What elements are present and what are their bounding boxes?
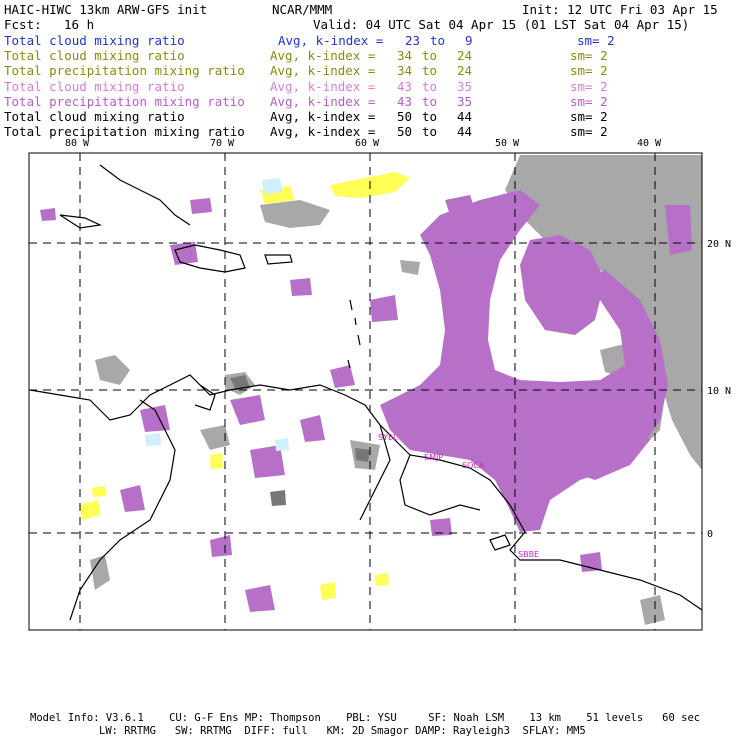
lon-label-70w: 70 W [210, 138, 235, 149]
field-k-to-word: to [422, 93, 438, 109]
forecast-label: Fcst: [4, 17, 42, 32]
field-name: Total cloud mixing ratio [4, 33, 185, 48]
field-smoothing: sm= 2 [570, 78, 608, 94]
field-k-from: 50 [397, 109, 413, 124]
field-k-to: 44 [457, 109, 473, 124]
field-k-to: 9 [465, 33, 473, 48]
station-sbbe: SBBE [518, 550, 539, 559]
field-smoothing: sm= 2 [570, 109, 608, 124]
field-smoothing: sm= 2 [570, 63, 608, 79]
field-k-to-word: to [422, 109, 438, 124]
field-k-to: 44 [457, 124, 473, 140]
map-frame [28, 152, 703, 631]
station-syel: SYEL [378, 433, 398, 442]
lat-label-10n: 10 N [707, 386, 731, 397]
field-name: Total precipitation mixing ratio [4, 93, 245, 109]
lon-label-80w: 80 W [65, 138, 90, 149]
forecast-hours: 16 h [64, 17, 95, 32]
model-info-line2: LW: RRTMG SW: RRTMG DIFF: full KM: 2D Sm… [99, 725, 586, 737]
field-avg-label: Avg, k-index = [270, 124, 376, 140]
valid-time: Valid: 04 UTC Sat 04 Apr 15 (01 LST Sat … [313, 17, 690, 32]
field-k-to-word: to [422, 124, 438, 140]
field-name: Total precipitation mixing ratio [4, 124, 245, 140]
field-name: Total cloud mixing ratio [4, 48, 185, 64]
field-k-from: 50 [397, 124, 413, 140]
center-label: NCAR/MMM [272, 2, 333, 17]
cyan-cloud-field [145, 178, 289, 451]
field-k-to: 35 [457, 78, 473, 94]
grid [29, 153, 702, 630]
station-soca: SOCA [462, 461, 485, 470]
field-k-from: 34 [397, 48, 413, 64]
field-smoothing: sm= 2 [570, 124, 608, 140]
model-info-line1: Model Info: V3.6.1 CU: G-F Ens MP: Thomp… [30, 712, 701, 724]
purple-precip-field [40, 190, 692, 612]
field-k-from: 43 [397, 93, 413, 109]
field-smoothing: sm= 2 [570, 48, 608, 64]
field-smoothing: sm= 2 [570, 93, 608, 109]
field-k-to: 24 [457, 63, 473, 79]
field-name: Total cloud mixing ratio [4, 109, 185, 124]
field-k-to-word: to [430, 33, 446, 48]
field-k-to-word: to [422, 63, 438, 79]
field-avg-label: Avg, k-index = [270, 93, 376, 109]
field-name: Total precipitation mixing ratio [4, 63, 245, 79]
coastline [29, 164, 702, 621]
field-name: Total cloud mixing ratio [4, 78, 185, 94]
lat-label-0: 0 [707, 529, 713, 540]
lon-label-50w: 50 W [495, 138, 520, 149]
field-k-to-word: to [422, 78, 438, 94]
field-avg-label: Avg, k-index = [270, 78, 376, 94]
model-title: HAIC-HIWC 13km ARW-GFS init [4, 2, 208, 17]
station-smjp: SMJP [424, 453, 443, 462]
field-avg-label: Avg, k-index = [270, 48, 376, 64]
lat-label-20n: 20 N [707, 239, 731, 250]
dark-gray-cloud-field [230, 375, 370, 506]
field-k-to: 24 [457, 48, 473, 64]
field-k-to: 35 [457, 93, 473, 109]
field-k-from: 43 [397, 78, 413, 94]
field-smoothing: sm= 2 [577, 33, 615, 48]
field-avg-label: Avg, k-index = [270, 63, 376, 79]
field-k-to-word: to [422, 48, 438, 64]
field-avg-label: Avg, k-index = [278, 33, 384, 48]
field-k-from: 23 [405, 33, 421, 48]
field-k-from: 34 [397, 63, 413, 79]
lon-label-60w: 60 W [355, 138, 380, 149]
lon-label-40w: 40 W [637, 138, 662, 149]
field-avg-label: Avg, k-index = [270, 109, 376, 124]
init-time: Init: 12 UTC Fri 03 Apr 15 [522, 2, 718, 17]
